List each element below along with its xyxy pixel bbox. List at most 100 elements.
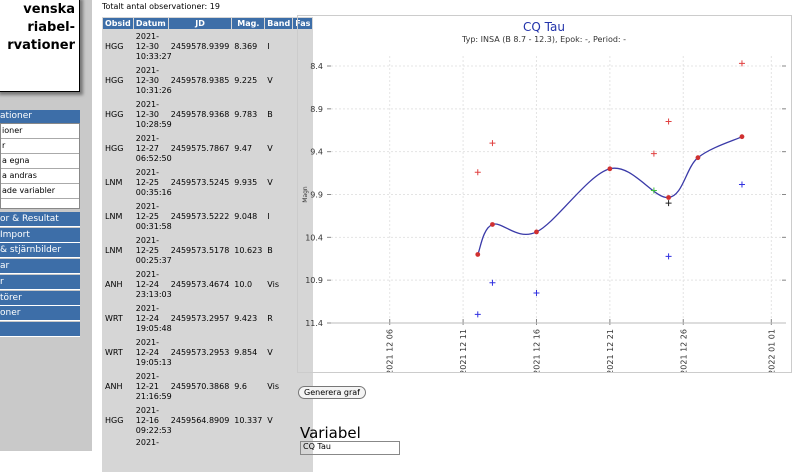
- table-row: HGG 2021-12-30 10:33:27 2459578.9399 8.369 I: [103, 30, 312, 63]
- y-tick-label: 8.9: [310, 105, 323, 114]
- table-cell: 2459575.7867: [169, 132, 232, 165]
- cell-text: 9.935: [234, 177, 258, 187]
- table-cell: V: [265, 336, 292, 369]
- cell-text: WRT: [105, 347, 123, 357]
- table-cell: WRT: [103, 336, 133, 369]
- menu-item[interactable]: törer: [0, 290, 80, 306]
- cell-text: 2459575.7867: [170, 143, 230, 153]
- cell-text: LNM: [105, 177, 123, 187]
- table-cell: 10.623: [232, 234, 264, 267]
- cell-text: 9.6: [234, 381, 248, 391]
- column-header: Obsid: [103, 18, 133, 29]
- point: [665, 118, 672, 125]
- table-cell: HGG: [103, 132, 133, 165]
- menu-item[interactable]: or & Resultat: [0, 212, 80, 227]
- point: [490, 222, 495, 227]
- submenu-item[interactable]: ade variabler: [1, 184, 79, 199]
- table-cell: 2021-: [134, 438, 168, 471]
- table-row: LNM 2021-12-25 00:35:16 2459573.5245 9.935 V: [103, 166, 312, 199]
- cell-text: 2459564.8909: [170, 415, 230, 425]
- cell-text: B: [267, 245, 273, 255]
- table-row: HGG 2021-12-30 10:28:59 2459578.9368 9.783 B: [103, 98, 312, 131]
- cell-text: V: [267, 75, 273, 85]
- table-cell: LNM: [103, 166, 133, 199]
- cell-text: 2459578.9385: [170, 75, 230, 85]
- table-cell: 9.783: [232, 98, 264, 131]
- menu-item[interactable]: Import: [0, 227, 80, 243]
- menu-item[interactable]: r: [0, 274, 80, 290]
- cell-text: 2021-12-27 06:52:50: [135, 133, 172, 163]
- point: [533, 290, 540, 297]
- table-cell: I: [265, 200, 292, 233]
- y-tick-label: 9.4: [310, 148, 323, 157]
- column-header: Datum: [133, 18, 168, 29]
- table-cell: V: [265, 132, 292, 165]
- submenu-item[interactable]: a andras: [1, 169, 79, 184]
- sidebar: venska riabel- rvationer ationer ioner r a…: [0, 0, 92, 451]
- menu-item[interactable]: & stjärnbilder: [0, 243, 80, 259]
- cell-text: V: [267, 347, 273, 357]
- table-cell: 2021-12-30 10:31:26: [134, 64, 172, 97]
- y-axis-label: Magn: [302, 186, 309, 203]
- table-cell: 2459578.9368: [169, 98, 232, 131]
- menu-item[interactable]: oner: [0, 306, 80, 322]
- table-row: ANH 2021-12-21 21:16:59 2459570.3868 9.6 Vis: [103, 370, 312, 403]
- table-cell: HGG: [103, 404, 133, 437]
- cell-text: 8.369: [234, 41, 258, 51]
- cell-text: 2459578.9399: [170, 41, 230, 51]
- table-cell: 8.369: [232, 30, 264, 63]
- point: [738, 181, 745, 188]
- point: [739, 134, 745, 140]
- submenu: ioner r a egna a andras ade variabler: [0, 123, 80, 209]
- point: [475, 252, 481, 257]
- cell-text: 2021-12-24 19:05:13: [135, 337, 172, 367]
- point: [695, 155, 701, 161]
- cell-text: V: [267, 143, 273, 153]
- variable-input[interactable]: CQ Tau: [300, 441, 400, 455]
- cell-text: ANH: [105, 381, 123, 391]
- table-cell: 2021-12-21 21:16:59: [134, 370, 172, 403]
- generate-button[interactable]: Generera graf: [298, 386, 366, 399]
- logo-line: rvationer: [7, 38, 75, 53]
- cell-text: 2021-12-24 23:13:03: [135, 269, 172, 299]
- table-cell: 2459573.4674: [169, 268, 232, 301]
- cell-text: 2021-12-25 00:35:16: [135, 167, 172, 197]
- table-row: HGG 2021-12-27 06:52:50 2459575.7867 9.47 V: [103, 132, 312, 165]
- cell-text: R: [267, 313, 273, 323]
- cell-text: 9.225: [234, 75, 258, 85]
- cell-text: 9.048: [234, 211, 258, 221]
- table-row: LNM 2021-12-25 00:25:37 2459573.5178 10.623…: [103, 234, 312, 267]
- table-cell: V: [265, 166, 292, 199]
- table-cell: [103, 438, 133, 471]
- table-cell: WRT: [103, 302, 133, 335]
- x-tick-label: 2022 01 01: [767, 329, 776, 373]
- table-cell: 9.6: [232, 370, 264, 403]
- table-cell: 9.47: [232, 132, 264, 165]
- menu-item[interactable]: [0, 321, 80, 337]
- table-cell: 2021-12-16 09:22:53: [134, 404, 172, 437]
- point: [474, 311, 481, 318]
- cell-text: 2459573.5222: [170, 211, 230, 221]
- menu-header[interactable]: ationer: [0, 110, 80, 123]
- table-cell: 2021-12-24 19:05:48: [134, 302, 172, 335]
- y-tick-label: 8.4: [310, 62, 323, 71]
- table-cell: HGG: [103, 30, 133, 63]
- x-tick-label: 2021 12 06: [386, 329, 395, 373]
- cell-text: ANH: [105, 279, 123, 289]
- cell-text: 2021-12-16 09:22:53: [135, 405, 172, 435]
- table-cell: B: [265, 234, 292, 267]
- cell-text: 2021-: [135, 438, 160, 447]
- x-tick-label: 2021 12 26: [679, 329, 688, 373]
- table-cell: R: [265, 302, 292, 335]
- column-header: JD: [168, 18, 232, 29]
- cell-text: 2459573.4674: [170, 279, 230, 289]
- cell-text: 10.337: [234, 415, 263, 425]
- menu-item[interactable]: ar: [0, 259, 80, 275]
- cell-text: 2459573.2957: [170, 313, 230, 323]
- table-cell: ANH: [103, 268, 133, 301]
- table-cell: Vis: [265, 370, 292, 403]
- submenu-item[interactable]: a egna: [1, 154, 79, 169]
- submenu-item[interactable]: r: [1, 139, 79, 154]
- submenu-item[interactable]: ioner: [1, 124, 79, 139]
- table-row: WRT 2021-12-24 19:05:48 2459573.2957 9.423 R: [103, 302, 312, 335]
